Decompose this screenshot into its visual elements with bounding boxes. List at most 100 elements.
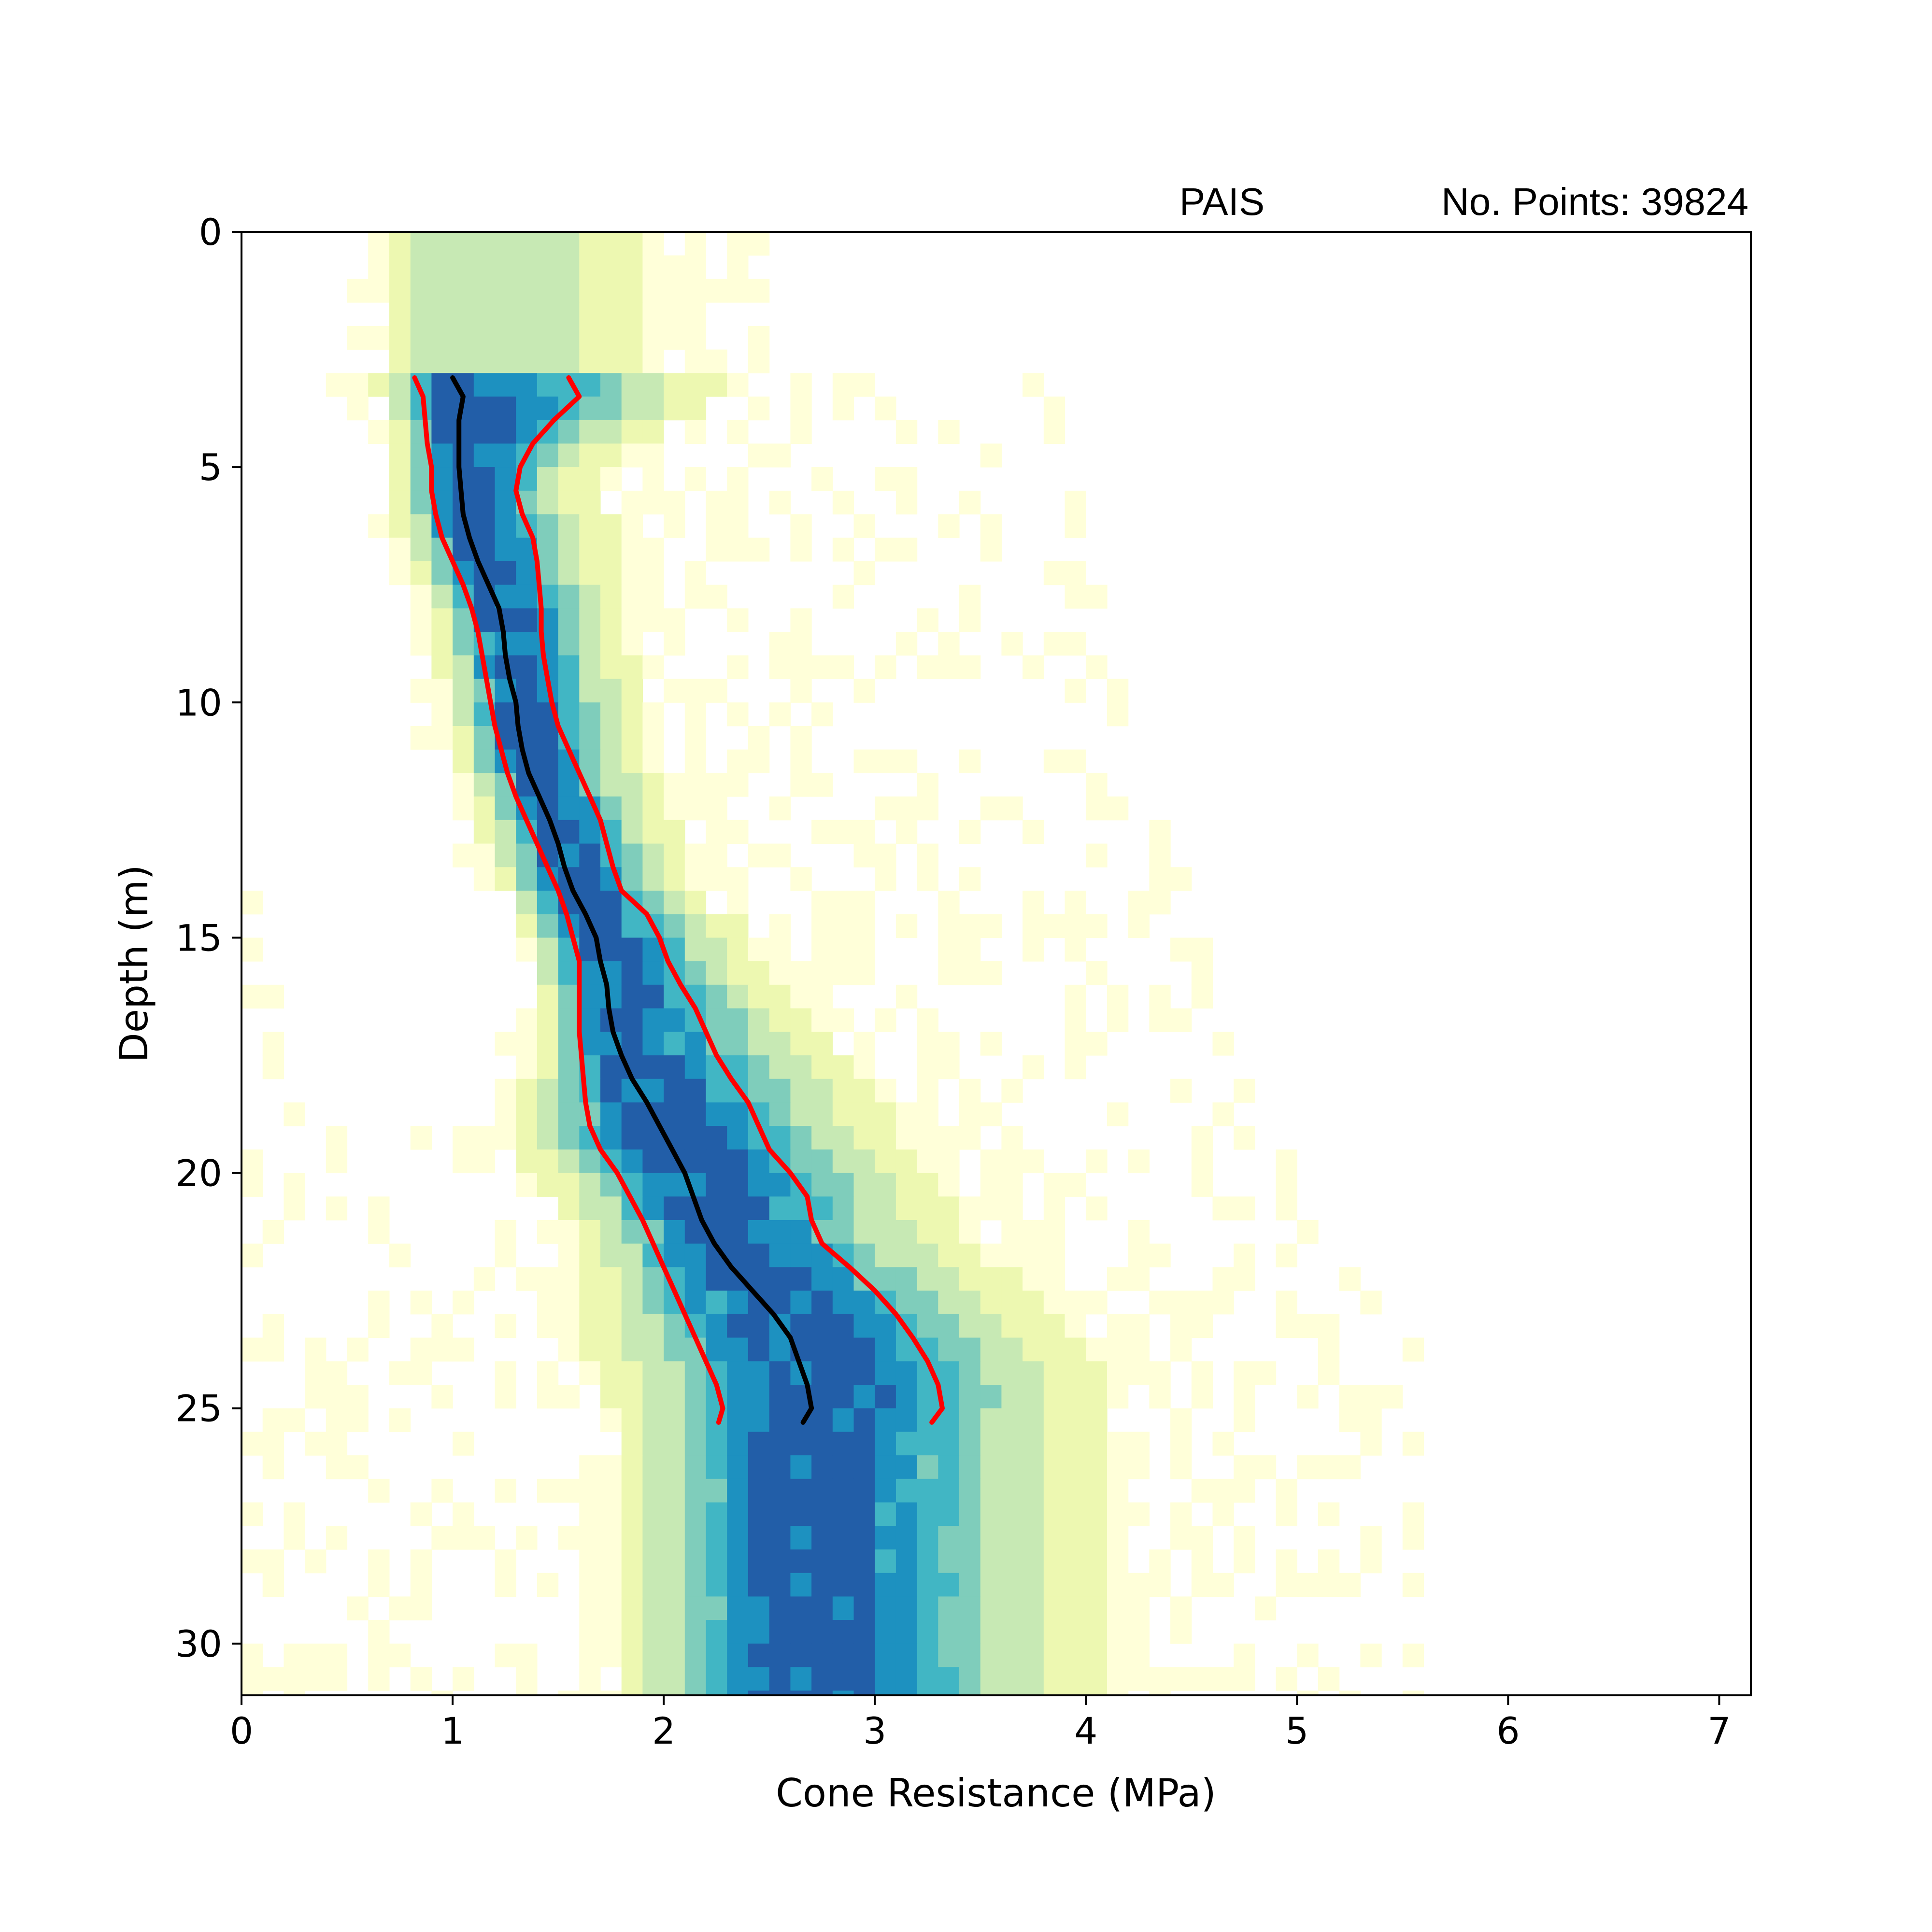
heatmap-cell (706, 514, 727, 538)
heatmap-cell (790, 1102, 812, 1126)
heatmap-cell (495, 1079, 516, 1103)
heatmap-cell (473, 490, 496, 515)
heatmap-cell (748, 397, 770, 421)
heatmap-cell (600, 608, 622, 632)
heatmap-cell (558, 490, 580, 515)
upper-percentile-line (513, 375, 945, 1425)
heatmap-cell (516, 938, 538, 962)
heatmap-cell (537, 443, 559, 468)
heatmap-cell (875, 796, 896, 821)
heatmap-cell (790, 1126, 812, 1150)
heatmap-cell (917, 1432, 938, 1456)
heatmap-cell (917, 1291, 938, 1315)
heatmap-cell (326, 373, 348, 397)
heatmap-cell (642, 373, 664, 397)
heatmap-cell (347, 1408, 369, 1432)
heatmap-cell (579, 632, 601, 656)
heatmap-cell (284, 1526, 305, 1550)
heatmap-cell (1234, 1667, 1255, 1691)
plot-frame (241, 231, 1752, 1696)
heatmap-cell (727, 1196, 749, 1221)
heatmap-cell (1318, 1573, 1340, 1597)
heatmap-cell (1191, 938, 1213, 962)
heatmap-cell (811, 1526, 833, 1550)
heatmap-cell (769, 1667, 791, 1691)
heatmap-cell (684, 1055, 707, 1080)
heatmap-cell (875, 1408, 896, 1432)
lower-percentile-line (412, 375, 725, 1425)
heatmap-cell (600, 420, 622, 444)
heatmap-cell (1234, 1243, 1255, 1267)
heatmap-cell (242, 1643, 263, 1668)
heatmap-cell (1043, 1314, 1065, 1338)
heatmap-cell (579, 443, 601, 468)
heatmap-cell (453, 349, 474, 373)
heatmap-cell (938, 1643, 960, 1668)
heatmap-cell (790, 1596, 812, 1620)
heatmap-cell (558, 467, 580, 491)
heatmap-cell (706, 796, 727, 821)
heatmap-cell (389, 349, 411, 373)
heatmap-cell (1402, 1502, 1424, 1526)
heatmap-cell (1149, 1549, 1171, 1574)
heatmap-cell (959, 1408, 981, 1432)
heatmap-cell (1023, 1596, 1044, 1620)
heatmap-cell (368, 1667, 390, 1691)
heatmap-cell (1191, 1573, 1213, 1597)
heatmap-cell (642, 1267, 664, 1291)
heatmap-cell (938, 1432, 960, 1456)
heatmap-cell (284, 1690, 305, 1696)
heatmap-cell (389, 514, 411, 538)
heatmap-cell (832, 891, 854, 915)
heatmap-cell (473, 467, 496, 491)
heatmap-cell (748, 1032, 770, 1056)
heatmap-cell (790, 1502, 812, 1526)
heatmap-cell (917, 1032, 938, 1056)
heatmap-cell (1086, 1455, 1108, 1479)
heatmap-cell (642, 1008, 664, 1032)
heatmap-cell (621, 1220, 643, 1244)
heatmap-cell (1001, 1220, 1023, 1244)
heatmap-cell (558, 773, 580, 797)
heatmap-cell (1107, 1620, 1129, 1644)
heatmap-cell (473, 443, 496, 468)
heatmap-cell (748, 1361, 770, 1385)
heatmap-cell (1001, 1667, 1023, 1691)
heatmap-cell (410, 467, 432, 491)
heatmap-cell (431, 349, 453, 373)
heatmap-cell (579, 608, 601, 632)
heatmap-cell (938, 1149, 960, 1174)
heatmap-cell (769, 1620, 791, 1644)
heatmap-cell (832, 1196, 854, 1221)
heatmap-cell (748, 1055, 770, 1080)
heatmap-cell (875, 1455, 896, 1479)
heatmap-cell (579, 514, 601, 538)
heatmap-cell (1339, 1385, 1361, 1409)
heatmap-cell (1149, 984, 1171, 1009)
heatmap-cell (558, 1314, 580, 1338)
heatmap-cell (642, 1502, 664, 1526)
heatmap-cell (917, 1220, 938, 1244)
heatmap-cell (558, 1291, 580, 1315)
heatmap-cell (1065, 938, 1086, 962)
heatmap-cell (853, 1079, 875, 1103)
heatmap-cell (727, 514, 749, 538)
heatmap-cell (664, 1596, 685, 1620)
heatmap-cell (1339, 1267, 1361, 1291)
heatmap-cell (895, 1196, 918, 1221)
heatmap-cell (1043, 1408, 1065, 1432)
heatmap-cell (664, 1526, 685, 1550)
heatmap-cell (938, 891, 960, 915)
x-axis: 0 1 2 3 4 5 6 7 (230, 1695, 1731, 1752)
heatmap-cell (1107, 1596, 1129, 1620)
heatmap-cell (389, 255, 411, 279)
heatmap-cell (938, 1267, 960, 1291)
heatmap-cell (516, 279, 538, 303)
heatmap-cell (495, 349, 516, 373)
heatmap-cell (727, 538, 749, 562)
heatmap-cell (305, 1432, 327, 1456)
heatmap-cell (1043, 397, 1065, 421)
heatmap-cell (917, 1008, 938, 1032)
heatmap-cell (326, 1455, 348, 1479)
heatmap-cell (684, 1643, 707, 1668)
